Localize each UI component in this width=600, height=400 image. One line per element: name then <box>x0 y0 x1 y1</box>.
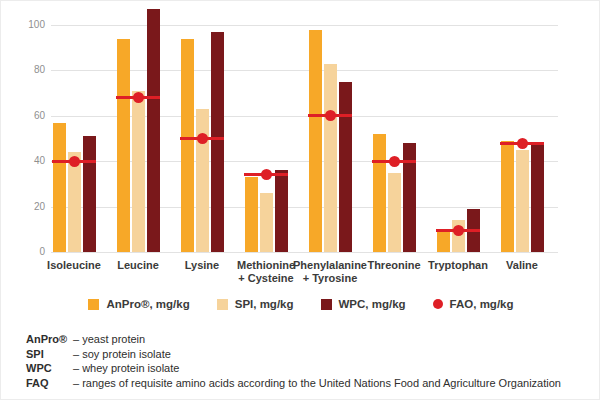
legend-color-swatch <box>217 299 228 310</box>
bar-wpc <box>147 9 160 252</box>
fao-marker-dot <box>261 169 272 180</box>
legend-color-swatch <box>88 299 99 310</box>
legend-item: AnPro®, mg/kg <box>88 298 189 310</box>
footnote-definition: – yeast protein <box>73 332 561 347</box>
legend-label: FAO, mg/kg <box>450 298 514 310</box>
footnote-row: AnPro® – yeast protein <box>26 332 561 347</box>
footnote-definition: – whey protein isolate <box>73 361 561 376</box>
plot-area: 020406080100IsoleucineLeucineLysineMethi… <box>1 1 600 291</box>
legend-circle-marker <box>433 299 443 309</box>
fao-marker-dot <box>389 156 400 167</box>
y-axis-tick-label: 40 <box>11 155 45 166</box>
bar-spi <box>196 109 209 252</box>
bar-anpro <box>437 232 450 252</box>
category-label: Valine <box>477 259 567 272</box>
footnote-term: WPC <box>26 361 73 376</box>
bar-anpro <box>245 177 258 252</box>
bar-anpro <box>117 39 130 252</box>
bar-wpc <box>211 32 224 252</box>
chart-legend: AnPro®, mg/kg SPI, mg/kg WPC, mg/kg FAO, mg… <box>1 298 600 310</box>
fao-marker-dot <box>69 156 80 167</box>
bar-wpc <box>275 170 288 252</box>
bar-spi <box>516 150 529 252</box>
bar-wpc <box>339 82 352 252</box>
footnote-definition: – ranges of requisite amino acids accord… <box>73 376 561 391</box>
bar-anpro <box>501 141 514 252</box>
bar-spi <box>260 193 273 252</box>
y-axis-tick-label: 80 <box>11 64 45 75</box>
legend-color-swatch <box>321 299 332 310</box>
footnote-term: FAQ <box>26 376 73 391</box>
fao-marker-dot <box>325 110 336 121</box>
gridline <box>51 252 558 253</box>
fao-marker-dot <box>133 92 144 103</box>
y-axis-tick-label: 0 <box>11 246 45 257</box>
amino-acid-bar-chart-figure: 020406080100IsoleucineLeucineLysineMethi… <box>0 0 600 400</box>
bar-anpro <box>373 134 386 252</box>
bar-anpro <box>181 39 194 252</box>
gridline <box>51 25 558 26</box>
footnotes: AnPro® – yeast protein SPI – soy protein… <box>26 332 561 390</box>
y-axis-tick-label: 100 <box>11 19 45 30</box>
legend-item: FAO, mg/kg <box>433 298 514 310</box>
legend-item: SPI, mg/kg <box>217 298 294 310</box>
fao-marker-dot <box>453 225 464 236</box>
fao-marker-dot <box>197 133 208 144</box>
bar-wpc <box>531 143 544 252</box>
legend-label: WPC, mg/kg <box>339 298 406 310</box>
bar-anpro <box>53 123 66 252</box>
fao-marker-dot <box>517 138 528 149</box>
footnote-row: FAQ – ranges of requisite amino acids ac… <box>26 376 561 391</box>
bar-wpc <box>83 136 96 252</box>
y-axis-tick-label: 20 <box>11 201 45 212</box>
legend-item: WPC, mg/kg <box>321 298 406 310</box>
bar-spi <box>68 152 81 252</box>
legend-label: AnPro®, mg/kg <box>106 298 189 310</box>
bar-spi <box>324 64 337 252</box>
bar-spi <box>132 91 145 252</box>
footnote-term: AnPro® <box>26 332 73 347</box>
footnote-definition: – soy protein isolate <box>73 347 561 362</box>
legend-label: SPI, mg/kg <box>235 298 294 310</box>
footnote-row: WPC – whey protein isolate <box>26 361 561 376</box>
footnote-term: SPI <box>26 347 73 362</box>
y-axis-tick-label: 60 <box>11 110 45 121</box>
footnote-row: SPI – soy protein isolate <box>26 347 561 362</box>
bar-anpro <box>309 30 322 252</box>
bar-spi <box>388 173 401 252</box>
